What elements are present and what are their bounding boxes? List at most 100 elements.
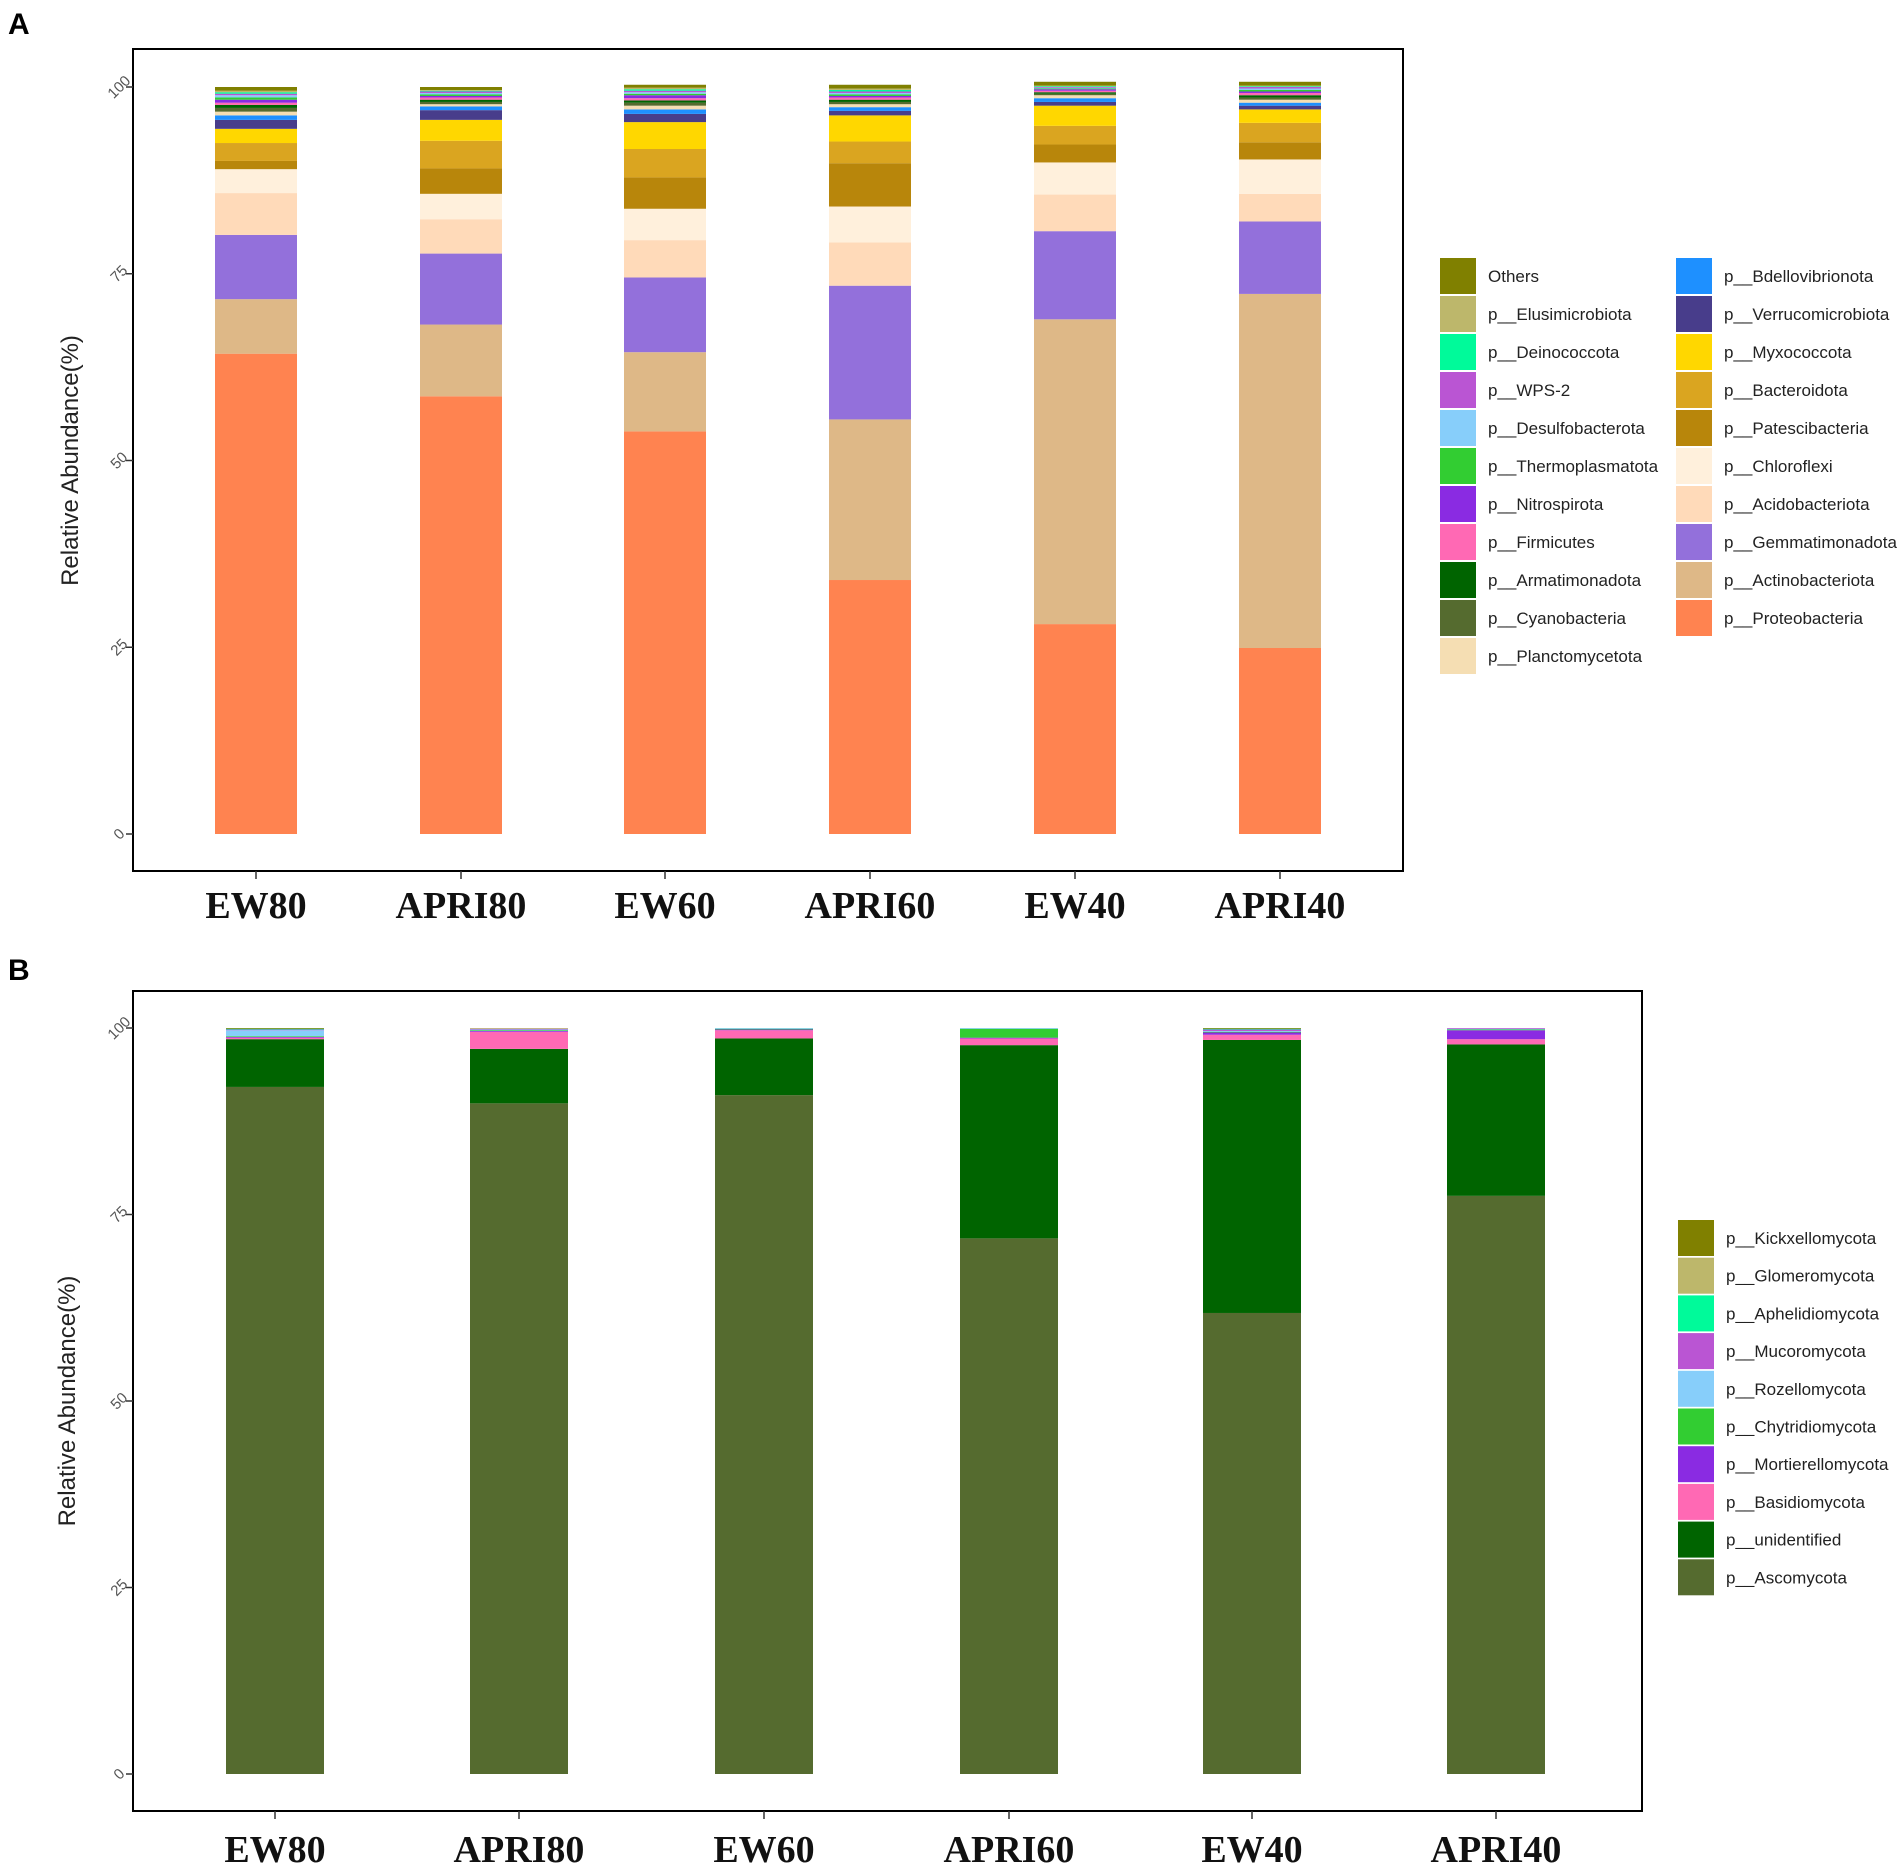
panel-a-legend-swatch-p-acidobacteriota (1676, 486, 1712, 522)
panel-a-segment-apri40-p-bdellovibrionota (1239, 102, 1321, 106)
panel-a-legend-item-p-actinobacteriota: p__Actinobacteriota (1676, 562, 1875, 598)
panel-b-legend-item-p-mucoromycota: p__Mucoromycota (1678, 1333, 1866, 1370)
panel-a-legend-label-p-myxococcota: p__Myxococcota (1724, 343, 1852, 362)
panel-a-legend-item-p-planctomycetota: p__Planctomycetota (1440, 638, 1643, 674)
panel-b-legend-label-p-basidiomycota: p__Basidiomycota (1726, 1493, 1865, 1512)
panel-b-segment-apri60-p-rozellomycota (960, 1028, 1058, 1029)
panel-a-segment-ew80-p-myxococcota (215, 128, 297, 144)
panel-b-letter: B (8, 954, 30, 987)
panel-a-xtick-label-apri60: APRI60 (805, 885, 936, 927)
panel-a-legend-label-p-thermoplasmatota: p__Thermoplasmatota (1488, 457, 1659, 476)
panel-b-segment-apri80-p-ascomycota (470, 1103, 568, 1774)
panel-a-legend-label-p-bacteroidota: p__Bacteroidota (1724, 381, 1848, 400)
panel-b-segment-apri60-p-ascomycota (960, 1238, 1058, 1774)
panel-a-segment-apri80-p-deinococcota (420, 90, 502, 92)
panel-a-segment-ew60-p-actinobacteriota (624, 352, 706, 432)
panel-b-segment-ew60-p-unidentified (715, 1038, 813, 1096)
panel-a-segment-ew40-p-gemmatimonadota (1034, 231, 1116, 320)
panel-b-segment-apri40-p-rozellomycota (1447, 1028, 1545, 1030)
panel-a-segment-ew60-p-acidobacteriota (624, 240, 706, 278)
panel-b-segment-apri80-p-chytridiomycota (470, 1030, 568, 1031)
panel-b-legend-item-p-aphelidiomycota: p__Aphelidiomycota (1678, 1295, 1880, 1332)
panel-a-y-axis-label: Relative Abundance(%) (57, 335, 84, 586)
panel-b-legend-item-p-unidentified: p__unidentified (1678, 1521, 1841, 1558)
panel-a-segment-apri80-p-planctomycetota (420, 104, 502, 107)
panel-a-segment-apri80-p-bdellovibrionota (420, 106, 502, 111)
panel-a-legend-item-p-elusimicrobiota: p__Elusimicrobiota (1440, 296, 1632, 332)
panel-a-segment-ew40-p-planctomycetota (1034, 95, 1116, 99)
panel-b-segment-apri80-p-rozellomycota (470, 1029, 568, 1031)
panel-a-segment-apri80-p-elusimicrobiota (420, 89, 502, 91)
panel-a-segment-apri40-p-deinococcota (1239, 86, 1321, 87)
panel-a-segment-apri60-p-patescibacteria (829, 163, 911, 207)
panel-a-segment-apri80-p-armatimonadota (420, 99, 502, 102)
panel-b-segment-ew60-p-ascomycota (715, 1095, 813, 1774)
panel-a-segment-apri80-others (420, 87, 502, 90)
panel-a-segment-apri40-p-acidobacteriota (1239, 193, 1321, 222)
panel-b-segment-apri80-p-mortierellomycota (470, 1030, 568, 1032)
panel-a-segment-apri80-p-actinobacteriota (420, 324, 502, 397)
panel-a-segment-ew60-p-firmicutes (624, 98, 706, 101)
panel-a-segment-apri80-p-patescibacteria (420, 168, 502, 194)
panel-b-legend-item-p-kickxellomycota: p__Kickxellomycota (1678, 1220, 1877, 1256)
panel-a-segment-ew80-p-deinococcota (215, 92, 297, 94)
panel-a-legend-swatch-p-bacteroidota (1676, 372, 1712, 408)
panel-a-legend-label-p-armatimonadota: p__Armatimonadota (1488, 571, 1642, 590)
panel-b-segment-apri40-p-ascomycota (1447, 1195, 1545, 1774)
panel-a-legend-swatch-p-chloroflexi (1676, 448, 1712, 484)
panel-b-xtick-label-ew80: EW80 (224, 1829, 325, 1864)
panel-a-segment-ew60-p-gemmatimonadota (624, 277, 706, 353)
panel-b-legend-label-p-rozellomycota: p__Rozellomycota (1726, 1380, 1866, 1399)
panel-a-legend-label-p-actinobacteriota: p__Actinobacteriota (1724, 571, 1875, 590)
panel-a-segment-ew40-p-cyanobacteria (1034, 93, 1116, 96)
panel-b-segment-apri40-p-chytridiomycota (1447, 1029, 1545, 1031)
panel-b-segment-ew80-p-aphelidiomycota (226, 1028, 324, 1030)
panel-b-segment-ew80-p-mucoromycota (226, 1029, 324, 1031)
panel-a-segment-apri80-p-proteobacteria (420, 396, 502, 834)
panel-b-segment-ew80-p-unidentified (226, 1039, 324, 1087)
panel-a-segment-ew80-p-verrucomicrobiota (215, 119, 297, 129)
panel-a-segment-apri80-p-verrucomicrobiota (420, 110, 502, 120)
panel-a-xtick-label-ew60: EW60 (614, 885, 715, 927)
panel-a-segment-ew60-p-cyanobacteria (624, 102, 706, 106)
panel-a-segment-apri60-p-verrucomicrobiota (829, 110, 911, 116)
panel-a-legend-swatch-p-proteobacteria (1676, 600, 1712, 636)
panel-a-segment-ew40-p-proteobacteria (1034, 624, 1116, 834)
panel-a-legend-label-p-wps-2: p__WPS-2 (1488, 381, 1570, 400)
panel-a-segment-ew80-p-proteobacteria (215, 353, 297, 834)
panel-b-segment-apri40-p-mucoromycota (1447, 1028, 1545, 1029)
panel-a-segment-apri60-p-gemmatimonadota (829, 285, 911, 420)
panel-a-segment-ew40-p-bacteroidota (1034, 125, 1116, 145)
panel-b-legend-item-p-ascomycota: p__Ascomycota (1678, 1559, 1847, 1596)
panel-a-legend-label-p-chloroflexi: p__Chloroflexi (1724, 457, 1833, 476)
panel-a-legend-label-p-verrucomicrobiota: p__Verrucomicrobiota (1724, 305, 1890, 324)
panel-a-segment-apri60-p-elusimicrobiota (829, 88, 911, 90)
panel-b-legend-swatch-p-rozellomycota (1678, 1370, 1714, 1407)
panel-a-segment-apri40-p-bacteroidota (1239, 122, 1321, 143)
panel-a-segment-apri40-p-chloroflexi (1239, 159, 1321, 194)
panel-a-segment-ew80-p-firmicutes (215, 102, 297, 105)
panel-a-segment-apri80-p-wps-2 (420, 91, 502, 93)
panel-a-legend-swatch-p-cyanobacteria (1440, 600, 1476, 636)
panel-a-segment-apri60-p-thermoplasmatota (829, 94, 911, 96)
panel-b-legend-label-p-chytridiomycota: p__Chytridiomycota (1726, 1418, 1877, 1437)
panel-b-legend-label-p-mucoromycota: p__Mucoromycota (1726, 1342, 1866, 1361)
panel-a-segment-apri80-p-bacteroidota (420, 140, 502, 169)
panel-b-xtick-label-apri80: APRI80 (454, 1829, 585, 1864)
panel-a-segment-ew60-p-thermoplasmatota (624, 93, 706, 96)
panel-a-segment-ew80-p-chloroflexi (215, 169, 297, 194)
panel-b-segment-ew80-p-kickxellomycota (226, 1028, 324, 1029)
panel-a-segment-ew40-p-desulfobacterota (1034, 87, 1116, 89)
panel-a-segment-apri40-p-verrucomicrobiota (1239, 105, 1321, 110)
panel-a-legend-label-p-planctomycetota: p__Planctomycetota (1488, 647, 1643, 666)
panel-a-segment-ew40-p-bdellovibrionota (1034, 98, 1116, 102)
panel-b-legend-swatch-p-mucoromycota (1678, 1333, 1714, 1370)
panel-a-legend-swatch-p-planctomycetota (1440, 638, 1476, 674)
panel-a-legend-label-p-proteobacteria: p__Proteobacteria (1724, 609, 1863, 628)
panel-b-segment-apri60-p-chytridiomycota (960, 1028, 1058, 1038)
panel-a-segment-apri40-p-elusimicrobiota (1239, 85, 1321, 87)
panel-a-legend-swatch-p-nitrospirota (1440, 486, 1476, 522)
panel-a-segment-apri60-p-armatimonadota (829, 99, 911, 102)
panel-a-segment-ew60-p-planctomycetota (624, 105, 706, 110)
panel-b-legend-item-p-rozellomycota: p__Rozellomycota (1678, 1370, 1866, 1407)
